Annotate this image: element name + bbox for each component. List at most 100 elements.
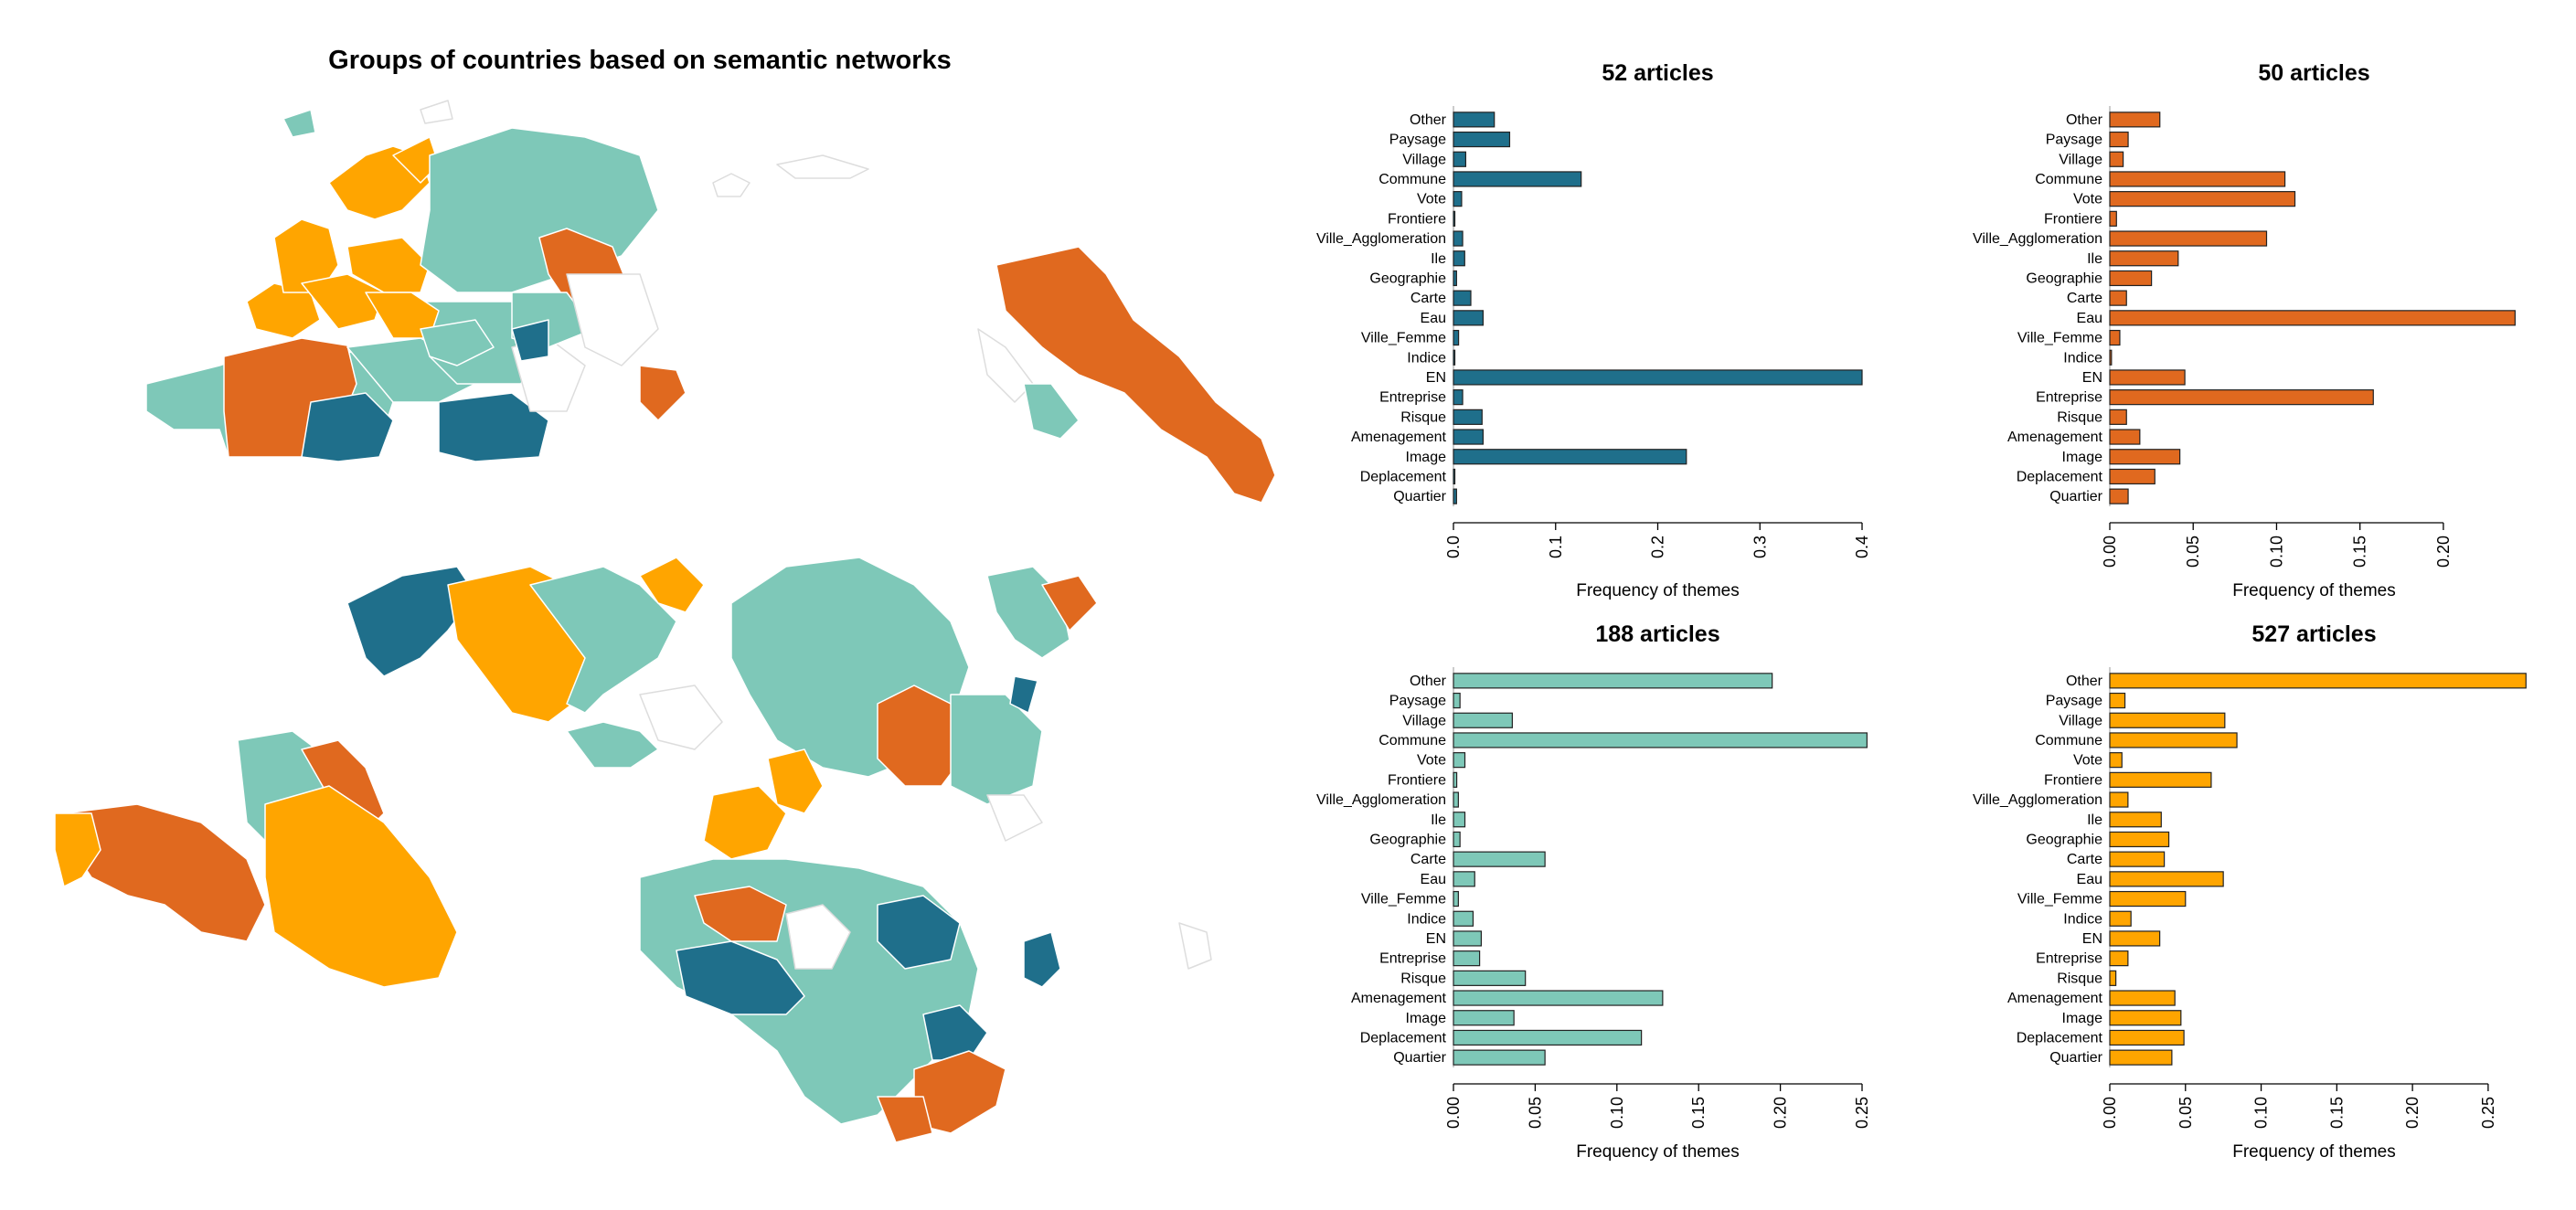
category-label: Paysage [1389, 133, 1446, 148]
x-tick-label: 0.25 [2479, 1097, 2497, 1129]
category-label: Ville_Agglomeration [1973, 792, 2102, 808]
chart-title: 188 articles [1595, 621, 1719, 647]
x-tick-label: 0.00 [1444, 1097, 1463, 1129]
bar [2109, 712, 2226, 728]
category-label: Vote [2073, 192, 2102, 207]
bar [2109, 910, 2132, 927]
category-label: Deplacement [2017, 469, 2103, 484]
x-tick-label: 0.4 [1853, 536, 1871, 558]
category-label: Vote [2073, 753, 2102, 769]
bar [2109, 191, 2296, 207]
bar [1453, 791, 1459, 808]
x-tick-label: 0.1 [1547, 536, 1565, 558]
x-axis-label: Frequency of themes [1576, 1142, 1739, 1162]
map-region [346, 566, 476, 677]
bar [2109, 1010, 2182, 1026]
category-label: Eau [2077, 311, 2102, 326]
category-label: Amenagement [1351, 430, 1447, 445]
bar [2109, 131, 2129, 148]
map-region [420, 319, 495, 366]
map-region [264, 785, 458, 988]
bar [2109, 449, 2181, 465]
bar [2109, 692, 2126, 709]
category-label: Ville_Femme [1361, 331, 1446, 346]
bar [1453, 191, 1463, 207]
bar-chart-188-articles: 188 articles Other Paysage Village Commune Vo… [1280, 616, 1938, 1183]
bar [1453, 970, 1527, 986]
chart-svg: 52 articles Other Paysage Village Commune Vot… [1316, 60, 1871, 600]
bar [1453, 812, 1466, 828]
chart-svg: 188 articles Other Paysage Village Commune Vo… [1316, 621, 1871, 1162]
category-label: Commune [2035, 733, 2102, 748]
map-region [420, 100, 453, 124]
category-label: Ile [2087, 812, 2102, 828]
bar [2109, 1029, 2185, 1046]
category-label: Paysage [2046, 133, 2102, 148]
category-label: Carte [1410, 291, 1446, 306]
bar [2109, 329, 2121, 346]
category-label: Frontiere [1388, 211, 1446, 227]
category-label: Vote [1417, 753, 1446, 769]
bar [2109, 270, 2153, 287]
bar [2109, 950, 2129, 967]
map-region [273, 218, 339, 293]
map-region [54, 812, 101, 887]
x-axis-label: Frequency of themes [2232, 581, 2395, 600]
bar [2109, 851, 2166, 867]
category-label: Other [1410, 674, 1447, 689]
bar [1453, 290, 1472, 306]
category-label: Commune [2035, 172, 2102, 187]
bar [1453, 771, 1458, 788]
category-label: Ville_Femme [1361, 892, 1446, 908]
category-label: Ville_Agglomeration [1316, 231, 1446, 247]
bar [2109, 990, 2176, 1006]
bar [2109, 890, 2187, 908]
map-region [365, 292, 440, 339]
category-label: Commune [1378, 172, 1446, 187]
category-label: Ile [2087, 251, 2102, 267]
category-label: Indice [2063, 911, 2102, 927]
x-tick-label: 0.00 [2101, 536, 2119, 568]
bar [2109, 970, 2117, 986]
chart-svg: 527 articles Other Paysage Village Commune Vo… [1973, 621, 2527, 1162]
category-label: Entreprise [2036, 390, 2102, 406]
bar [1453, 210, 1456, 227]
bar [2109, 171, 2286, 187]
category-label: EN [1426, 931, 1446, 947]
bar [2109, 831, 2170, 848]
category-label: Indice [1407, 911, 1446, 927]
bar [1453, 930, 1482, 947]
map-region [694, 886, 787, 942]
map-region [950, 694, 1043, 805]
chart-title: 50 articles [2258, 60, 2369, 86]
x-tick-label: 0.10 [2252, 1097, 2271, 1129]
category-label: Geographie [1369, 832, 1446, 847]
category-label: Quartier [1393, 489, 1446, 504]
chart-svg: 50 articles Other Paysage Village Commune Vot… [1973, 60, 2516, 600]
category-label: Eau [2077, 872, 2102, 887]
bar [1453, 831, 1461, 848]
category-label: Geographie [2026, 271, 2102, 286]
x-tick-label: 0.05 [1526, 1097, 1544, 1129]
map-region [246, 282, 321, 339]
x-tick-label: 0.15 [2351, 536, 2369, 568]
category-label: Amenagement [2007, 430, 2103, 445]
category-label: Carte [1410, 852, 1446, 867]
bar [1453, 329, 1460, 346]
map-region [712, 173, 750, 197]
bar [2109, 429, 2141, 445]
bar [1453, 468, 1456, 485]
bar [1453, 151, 1467, 167]
bar [2109, 349, 2113, 366]
map-region [776, 154, 869, 179]
category-label: Image [2062, 1011, 2103, 1026]
category-label: Entreprise [1379, 951, 1446, 967]
bar [1453, 732, 1868, 748]
category-label: Eau [1421, 311, 1446, 326]
bar [1453, 1049, 1546, 1066]
bar [2109, 488, 2129, 504]
bar [1453, 1010, 1515, 1026]
category-label: Image [1406, 450, 1447, 465]
bar [2109, 871, 2224, 887]
category-label: Image [2062, 450, 2103, 465]
